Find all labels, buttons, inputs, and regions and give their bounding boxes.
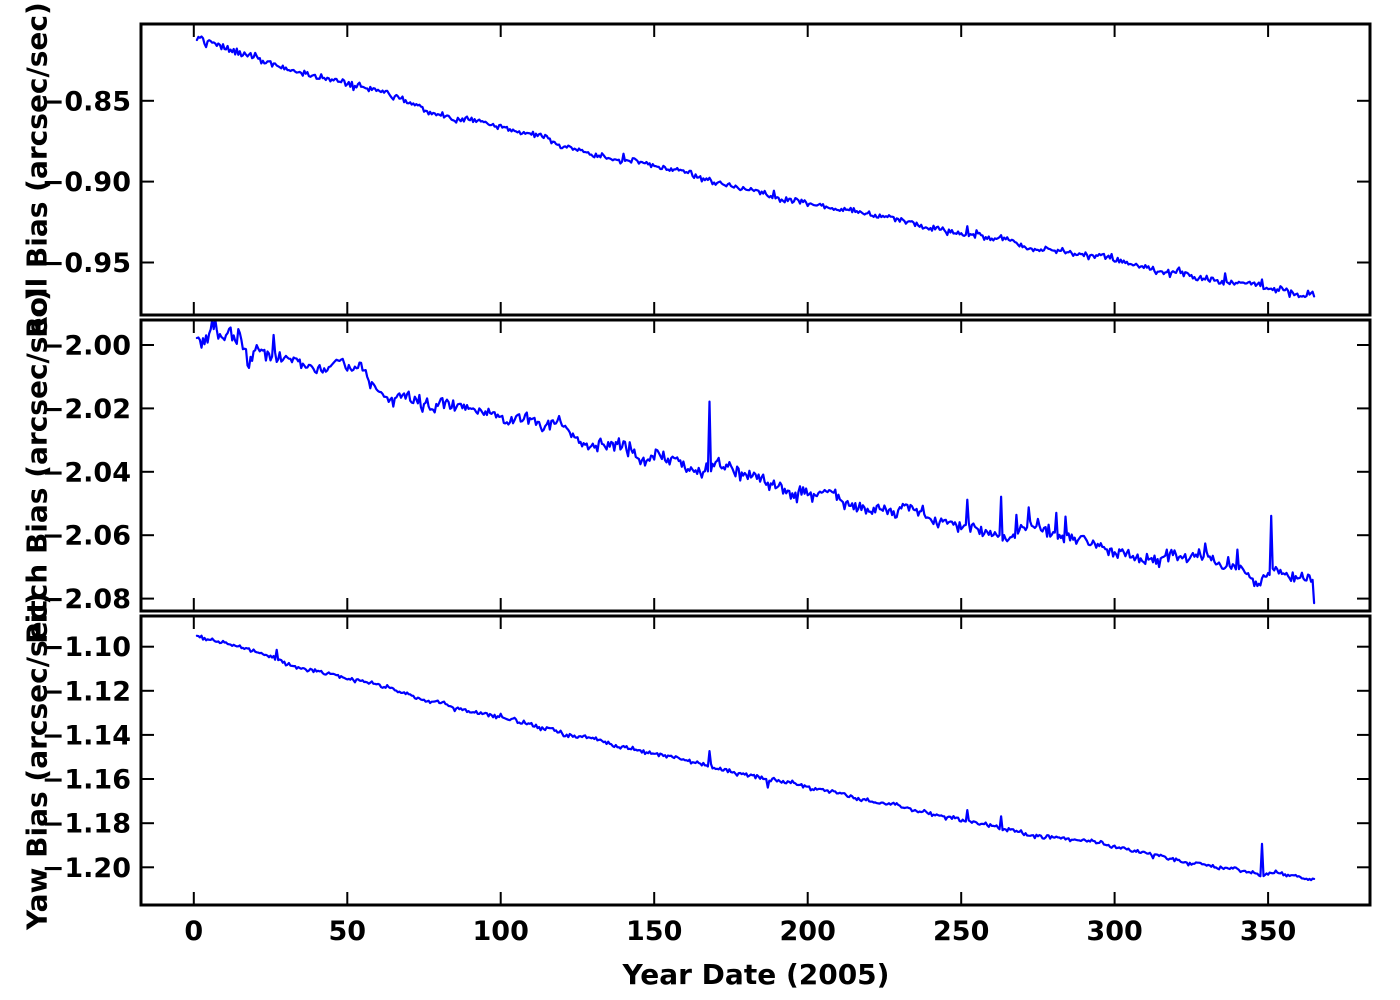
svg-text:250: 250 <box>933 916 989 947</box>
yaw-ytick-labels: −1.10 −1.12 −1.14 −1.16 −1.18 −1.20 <box>42 632 131 884</box>
svg-text:−1.20: −1.20 <box>42 853 131 884</box>
svg-text:150: 150 <box>626 916 682 947</box>
y-axis-label-pitch: Pitch Bias (arcsec/sec) <box>20 288 54 644</box>
svg-text:0: 0 <box>184 916 203 947</box>
svg-text:350: 350 <box>1240 916 1296 947</box>
pitch-ytick-labels: −2.00 −2.02 −2.04 −2.06 −2.08 <box>42 331 131 616</box>
svg-text:100: 100 <box>473 916 529 947</box>
svg-text:−1.14: −1.14 <box>42 720 131 751</box>
roll-curve <box>195 35 1316 299</box>
svg-text:−1.10: −1.10 <box>42 632 131 663</box>
svg-text:−2.02: −2.02 <box>42 394 131 425</box>
pitch-axes <box>139 318 1372 613</box>
roll-axes <box>139 22 1372 317</box>
svg-text:−0.95: −0.95 <box>42 248 131 279</box>
svg-text:−1.12: −1.12 <box>42 676 131 707</box>
y-axis-label-yaw: Yaw Bias (arcsec/sec) <box>20 591 54 931</box>
svg-text:−2.08: −2.08 <box>42 584 131 615</box>
svg-text:−2.04: −2.04 <box>42 457 131 488</box>
svg-text:−2.06: −2.06 <box>42 521 131 552</box>
yaw-curve <box>195 634 1316 882</box>
svg-text:−2.00: −2.00 <box>42 331 131 362</box>
yaw-axes <box>139 614 1372 907</box>
svg-text:50: 50 <box>329 916 367 947</box>
svg-text:−0.90: −0.90 <box>42 167 131 198</box>
svg-text:−0.85: −0.85 <box>42 86 131 117</box>
xtick-labels: 0 50 100 150 200 250 300 350 <box>184 916 1296 947</box>
svg-text:300: 300 <box>1086 916 1142 947</box>
svg-text:−1.18: −1.18 <box>42 809 131 840</box>
x-axis-label: Year Date (2005) <box>622 958 890 991</box>
roll-ytick-labels: −0.85 −0.90 −0.95 <box>42 86 131 279</box>
svg-text:200: 200 <box>780 916 836 947</box>
pitch-curve <box>195 320 1316 605</box>
svg-text:−1.16: −1.16 <box>42 765 131 796</box>
